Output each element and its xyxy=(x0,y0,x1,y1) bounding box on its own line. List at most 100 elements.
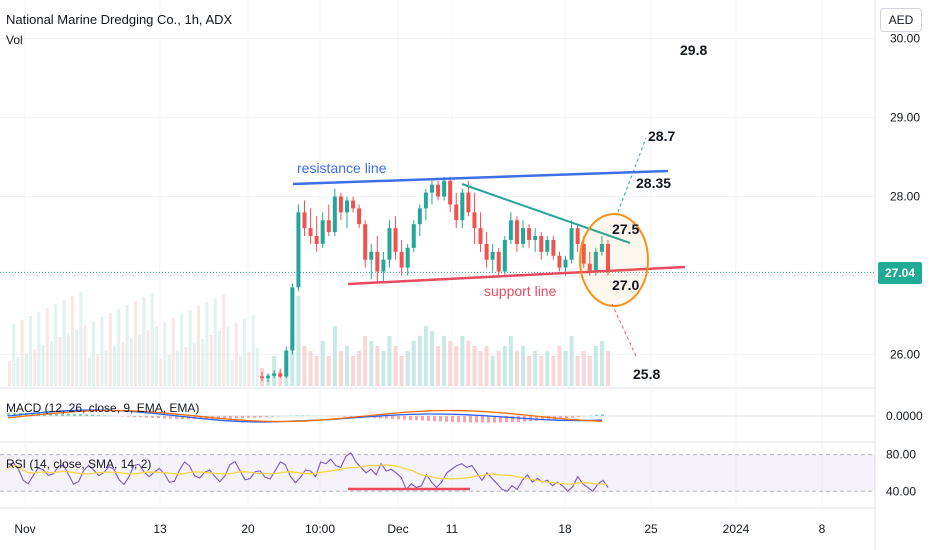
candle-body xyxy=(466,192,471,213)
volume-bar xyxy=(521,346,526,386)
macd-histogram-bar xyxy=(535,416,538,421)
candle-body xyxy=(417,208,422,225)
volume-bar xyxy=(213,298,217,386)
candle-body xyxy=(436,184,441,197)
volume-bar xyxy=(24,353,28,386)
volume-bar xyxy=(569,336,574,386)
volume-bar xyxy=(393,346,398,386)
volume-bar xyxy=(41,345,45,386)
candle-body xyxy=(363,224,368,260)
volume-bar xyxy=(20,320,24,386)
macd-histogram-bar xyxy=(235,416,238,419)
volume-bar xyxy=(411,341,416,386)
volume-bar xyxy=(75,329,79,386)
candle-body xyxy=(508,220,513,240)
rsi-legend[interactable]: RSI (14, close, SMA, 14, 2) xyxy=(6,457,152,471)
candle-body xyxy=(332,196,337,233)
macd-histogram-bar xyxy=(49,413,52,416)
candle-body xyxy=(260,376,264,379)
support-label: support line xyxy=(484,283,557,299)
time-tick-label: 18 xyxy=(558,522,572,536)
volume-bar xyxy=(129,338,133,386)
candle-body xyxy=(490,251,495,260)
volume-bar xyxy=(230,360,234,386)
volume-bar xyxy=(92,321,95,386)
currency-button[interactable]: AED xyxy=(880,8,922,32)
volume-bar xyxy=(197,306,200,386)
volume-bar xyxy=(171,318,175,386)
candle-body xyxy=(411,224,416,248)
volume-bar xyxy=(138,334,142,386)
volume-bar xyxy=(326,356,331,386)
macd-histogram-bar xyxy=(427,416,430,421)
macd-histogram-bar xyxy=(571,416,574,418)
macd-histogram-bar xyxy=(457,416,460,423)
macd-histogram-bar xyxy=(169,416,172,419)
volume-bar xyxy=(533,351,538,386)
rsi-ma-line xyxy=(7,464,609,486)
volume-bar xyxy=(496,351,501,386)
volume-bar xyxy=(551,356,556,386)
macd-histogram-bar xyxy=(505,416,508,423)
macd-histogram-bar xyxy=(247,416,250,419)
rsi-tick-label: 80.00 xyxy=(886,448,916,462)
macd-histogram-bar xyxy=(223,416,226,419)
volume-bar xyxy=(251,315,255,386)
macd-histogram-bar xyxy=(181,416,184,419)
volume-bar xyxy=(502,346,507,386)
macd-legend[interactable]: MACD (12, 26, close, 9, EMA, EMA) xyxy=(6,401,200,415)
volume-bar xyxy=(381,351,386,386)
volume-bar xyxy=(575,356,580,386)
breakout-circle xyxy=(579,213,649,307)
volume-bar xyxy=(363,336,368,386)
volume-bar xyxy=(314,356,319,386)
volume-bar xyxy=(593,346,598,386)
macd-histogram-bar xyxy=(265,416,268,418)
volume-bar xyxy=(71,296,74,386)
macd-histogram-bar xyxy=(445,416,448,422)
volume-bar xyxy=(125,305,129,386)
candle-body xyxy=(581,243,586,264)
volume-bar xyxy=(117,309,121,386)
macd-histogram-bar xyxy=(499,416,502,423)
candle-body xyxy=(284,350,289,377)
volume-bar xyxy=(405,351,410,386)
target-label: 29.8 xyxy=(680,42,707,58)
volume-bar xyxy=(308,351,313,386)
macd-histogram-bar xyxy=(301,415,304,416)
candle-body xyxy=(266,375,271,379)
volume-bar xyxy=(484,346,489,386)
volume-bar xyxy=(222,294,226,386)
volume-bar xyxy=(369,341,374,386)
volume-bar xyxy=(79,292,83,386)
macd-histogram-bar xyxy=(133,416,136,418)
candle-body xyxy=(533,236,538,240)
candle-body xyxy=(484,243,489,260)
volume-bar xyxy=(167,355,171,386)
candle-body xyxy=(557,255,562,268)
volume-bar xyxy=(16,357,20,386)
candle-body xyxy=(369,251,374,260)
price-tick-label: 26.00 xyxy=(890,347,920,361)
candle-body xyxy=(569,228,574,260)
candle-body xyxy=(514,220,519,244)
macd-histogram-bar xyxy=(541,416,544,421)
volume-bar xyxy=(332,326,337,386)
symbol-title[interactable]: National Marine Dredging Co., 1h, ADX xyxy=(6,12,233,27)
volume-bar xyxy=(278,371,283,386)
volume-bar xyxy=(423,326,428,386)
macd-histogram-bar xyxy=(7,413,10,416)
macd-histogram-bar xyxy=(379,416,382,419)
volume-bar xyxy=(176,351,179,386)
candle-body xyxy=(551,239,556,256)
macd-histogram-bar xyxy=(397,416,400,420)
candle-body xyxy=(599,243,604,252)
volume-bar xyxy=(163,322,167,386)
volume-bar xyxy=(184,347,188,386)
macd-histogram-bar xyxy=(475,416,478,423)
volume-bars xyxy=(8,292,610,386)
candle-body xyxy=(314,236,319,244)
candle-body xyxy=(496,251,501,272)
candle-body xyxy=(320,220,325,244)
